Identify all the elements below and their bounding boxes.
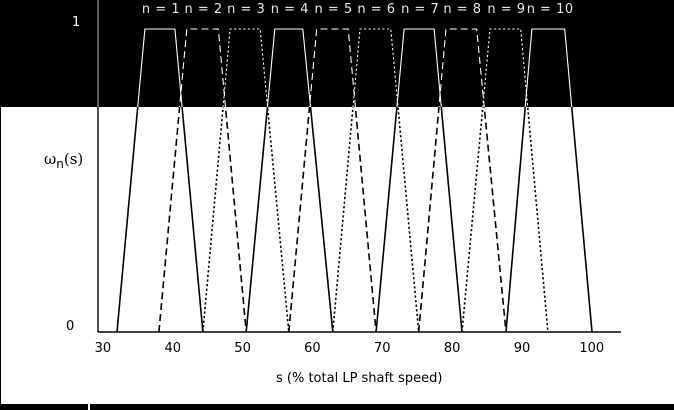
plot-layer-on-band [97,0,573,107]
membership-function-3 [222,28,269,107]
series-label-n9: n = 9 [487,2,526,17]
membership-function-4 [266,28,312,107]
membership-function-7 [396,28,442,107]
x-tick-label: 40 [164,341,181,356]
series-label-n8: n = 8 [443,2,482,17]
series-label-n7: n = 7 [401,2,440,17]
top-dark-band [0,0,674,107]
series-label-n10: n = 10 [526,2,574,17]
series-label-n1: n = 1 [141,2,181,17]
x-tick-label: 70 [374,341,391,356]
membership-function-1 [137,28,183,107]
membership-function-8 [438,28,485,107]
membership-function-10 [524,28,573,107]
membership-function-2 [179,28,227,107]
x-tick-label: 80 [443,341,461,356]
left-border-line [0,107,1,404]
x-tick-label: 50 [234,341,251,356]
x-axis-title: s (% total LP shaft speed) [276,371,443,386]
y-tick-label-0: 0 [66,319,75,334]
y-axis-title-main: ω [44,150,57,168]
series-label-n5: n = 5 [314,2,353,17]
y-tick-label-1: 1 [72,15,81,30]
series-label-n6: n = 6 [357,2,396,17]
bottom-dark-band-left [0,404,88,410]
membership-function-5 [308,28,356,107]
series-label-n4: n = 4 [270,2,309,17]
y-axis-title-tail: (s) [63,150,84,168]
membership-function-6 [332,28,420,333]
series-label-n3: n = 3 [227,2,266,17]
x-tick-label: 100 [579,341,605,356]
series-label-n2: n = 2 [184,2,223,17]
x-tick-label: 90 [513,341,531,356]
x-tick-label: 30 [94,341,112,356]
x-tick-label: 60 [304,341,321,356]
y-axis-title-subscript: n [56,157,64,171]
y-axis-title: ωn(s) [44,150,83,171]
membership-function-9 [461,28,549,333]
bottom-dark-band-right [90,404,674,410]
